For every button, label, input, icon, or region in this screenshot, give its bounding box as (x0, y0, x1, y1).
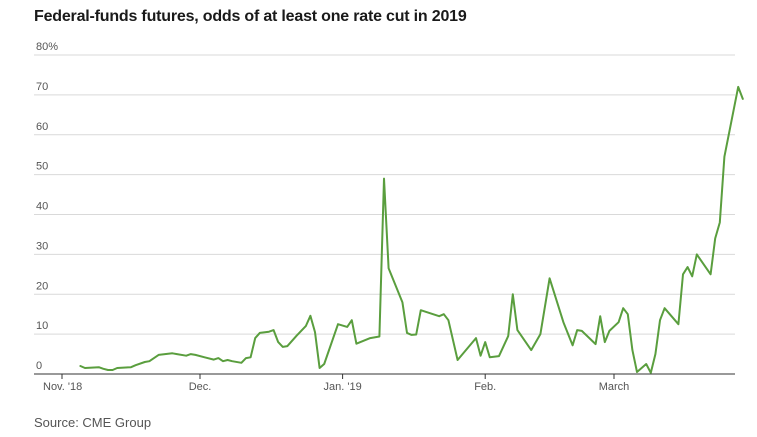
series-line-0 (79, 85, 744, 374)
chart-title: Federal-funds futures, odds of at least … (34, 8, 467, 25)
y-tick-label-30: 30 (36, 240, 48, 252)
y-tick-label-70: 70 (36, 81, 48, 93)
x-tick-label-3: Feb. (474, 381, 496, 393)
y-tick-label-60: 60 (36, 121, 48, 133)
y-tick-label-10: 10 (36, 320, 48, 332)
x-axis: Nov. '18 Dec. Jan. '19 Feb. March (34, 373, 735, 393)
y-tick-label-20: 20 (36, 280, 48, 292)
source-note: Source: CME Group (34, 415, 152, 430)
series-layer (79, 85, 744, 374)
y-tick-label-0: 0 (36, 360, 42, 372)
x-tick-label-4: March (599, 381, 630, 393)
y-tick-label-80: 80% (36, 41, 58, 53)
y-tick-label-50: 50 (36, 161, 48, 173)
gridlines (34, 54, 735, 335)
x-tick-label-0: Nov. '18 (43, 381, 82, 393)
x-tick-label-1: Dec. (189, 381, 212, 393)
y-axis-ticks: 0 10 20 30 40 50 60 70 80% (36, 41, 58, 372)
y-tick-label-40: 40 (36, 201, 48, 213)
x-tick-label-2: Jan. '19 (324, 381, 362, 393)
